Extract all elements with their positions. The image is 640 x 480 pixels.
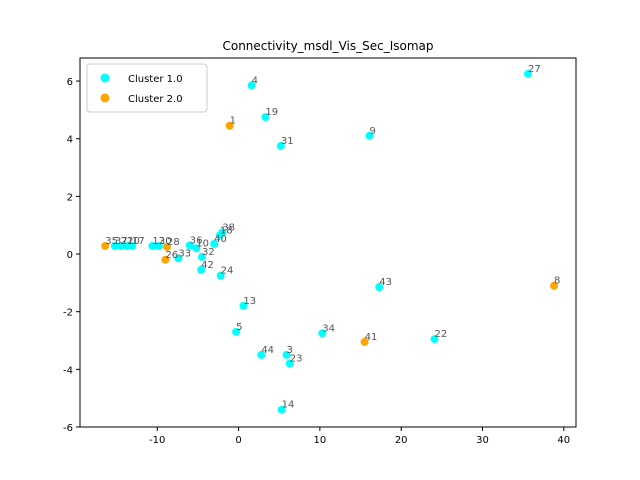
y-tick-label: 2 [67,192,73,203]
data-point [276,141,285,150]
data-point [110,241,119,250]
y-tick-label: 6 [67,77,73,88]
x-tick-label: 0 [235,435,241,446]
point-label: 41 [365,332,378,343]
point-label: 20 [127,236,140,247]
data-point [210,239,219,248]
axes-frame [79,57,577,428]
data-point [257,350,266,359]
point-label: 43 [379,277,392,288]
point-label: 14 [282,400,295,411]
data-point [215,231,224,240]
data-point [365,131,374,140]
data-point [277,405,286,414]
point-label: 36 [190,235,203,246]
data-point [232,327,241,336]
data-point [430,335,439,344]
point-label: 31 [281,136,294,147]
legend-box [86,63,208,113]
data-point [318,329,327,338]
legend-label: Cluster 2.0 [128,94,183,105]
chart-title: Connectivity_msdl_Vis_Sec_Isomap [222,39,433,53]
point-label: 37 [115,236,128,247]
point-label: 19 [265,107,278,118]
point-label: 40 [214,234,227,245]
data-point [247,81,256,90]
data-point [154,241,163,250]
point-label: 17 [132,236,145,247]
legend: Cluster 1.0 Cluster 2.0 [86,63,208,113]
data-point [282,350,291,359]
y-tick-label: 4 [67,135,73,146]
point-label: 32 [202,247,215,258]
point-label: 27 [528,64,541,75]
point-label: 4 [252,75,258,86]
data-point [128,241,137,250]
point-label: 38 [222,222,235,233]
legend-label: Cluster 1.0 [128,74,183,85]
y-tick-label: -4 [63,365,73,376]
x-tick-label: 20 [395,435,408,446]
data-point [192,244,201,253]
point-label: 12 [152,236,165,247]
data-point [550,281,559,290]
point-label: 28 [167,237,180,248]
point-label: 23 [290,354,303,365]
data-point [261,113,270,122]
point-label: 42 [201,260,214,271]
data-point [285,359,294,368]
point-label: 21 [121,236,134,247]
point-label: 30 [159,236,172,247]
data-point [174,254,183,263]
data-point [375,283,384,292]
point-label: 26 [165,250,178,261]
data-point [524,69,533,78]
point-label: 33 [178,248,191,259]
data-point [216,271,225,280]
data-point [101,241,110,250]
point-label: 13 [243,296,256,307]
point-label: 35 [105,236,118,247]
data-point [197,265,206,274]
legend-marker [100,93,110,103]
point-label: 5 [236,322,242,333]
point-label: 10 [196,238,209,249]
x-tick-label: 10 [314,435,327,446]
data-point [116,241,125,250]
y-tick-label: 0 [67,250,73,261]
point-label: 9 [369,126,375,137]
x-tick-label: -10 [149,435,165,446]
point-label: 18 [220,225,233,236]
point-label: 1 [230,116,236,127]
data-point [197,252,206,261]
data-point [185,241,194,250]
point-label: 34 [322,323,335,334]
data-point [163,242,172,251]
x-tick-label: 40 [557,435,570,446]
data-point [225,121,234,130]
point-label: 24 [221,266,234,277]
point-label: 44 [261,345,274,356]
data-point [148,241,157,250]
point-label: 3 [287,345,293,356]
y-tick-label: -2 [63,308,73,319]
data-point [161,255,170,264]
legend-marker [100,73,110,83]
point-label: 8 [554,276,560,287]
data-point [239,301,248,310]
x-tick-label: 30 [476,435,489,446]
point-label: 22 [435,329,448,340]
y-tick-label: -6 [63,423,73,434]
data-point [360,337,369,346]
